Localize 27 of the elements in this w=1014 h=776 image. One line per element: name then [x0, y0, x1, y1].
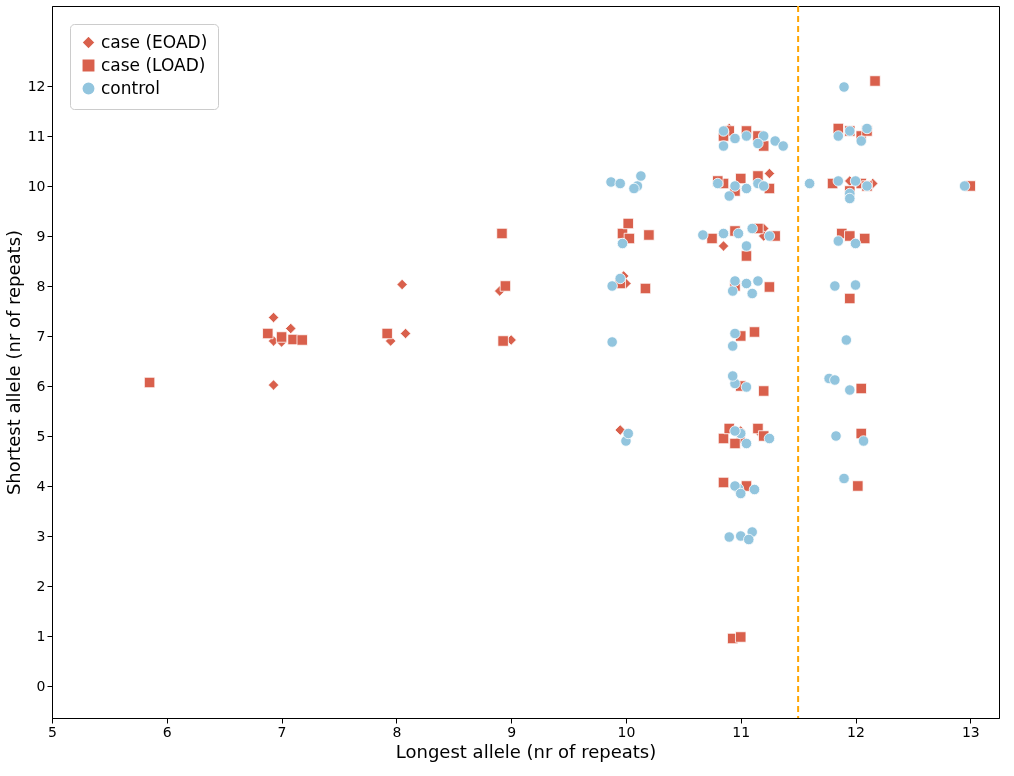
- y-tick-label: 6: [36, 377, 46, 394]
- x-tick-label: 11: [732, 723, 751, 740]
- x-axis-title: Longest allele (nr of repeats): [395, 740, 657, 762]
- x-tick-label: 5: [48, 723, 57, 740]
- y-tick-label: 0: [36, 677, 46, 694]
- y-tick-label: 5: [36, 427, 46, 444]
- y-tick-label: 1: [36, 627, 46, 644]
- y-tick-label: 8: [36, 277, 46, 294]
- y-tick-label: 11: [27, 127, 46, 144]
- y-tick-label: 7: [36, 327, 46, 344]
- y-tick-label: 3: [36, 527, 46, 544]
- x-tick-label: 9: [507, 723, 517, 740]
- y-tick-label: 12: [27, 77, 46, 94]
- y-tick-label: 10: [27, 177, 46, 194]
- x-tick-label: 7: [277, 723, 287, 740]
- y-tick-label: 9: [36, 227, 46, 244]
- legend-label: case (LOAD): [101, 54, 206, 75]
- legend-label: control: [101, 77, 160, 98]
- legend-label: case (EOAD): [101, 31, 208, 52]
- x-tick-label: 6: [162, 723, 172, 740]
- y-tick-label: 4: [36, 477, 46, 494]
- x-tick-label: 8: [392, 723, 402, 740]
- x-tick-label: 13: [961, 723, 980, 740]
- x-tick-label: 10: [617, 723, 636, 740]
- y-axis-title: Shortest allele (nr of repeats): [2, 229, 24, 496]
- y-tick-label: 2: [36, 577, 46, 594]
- x-tick-label: 12: [847, 723, 865, 740]
